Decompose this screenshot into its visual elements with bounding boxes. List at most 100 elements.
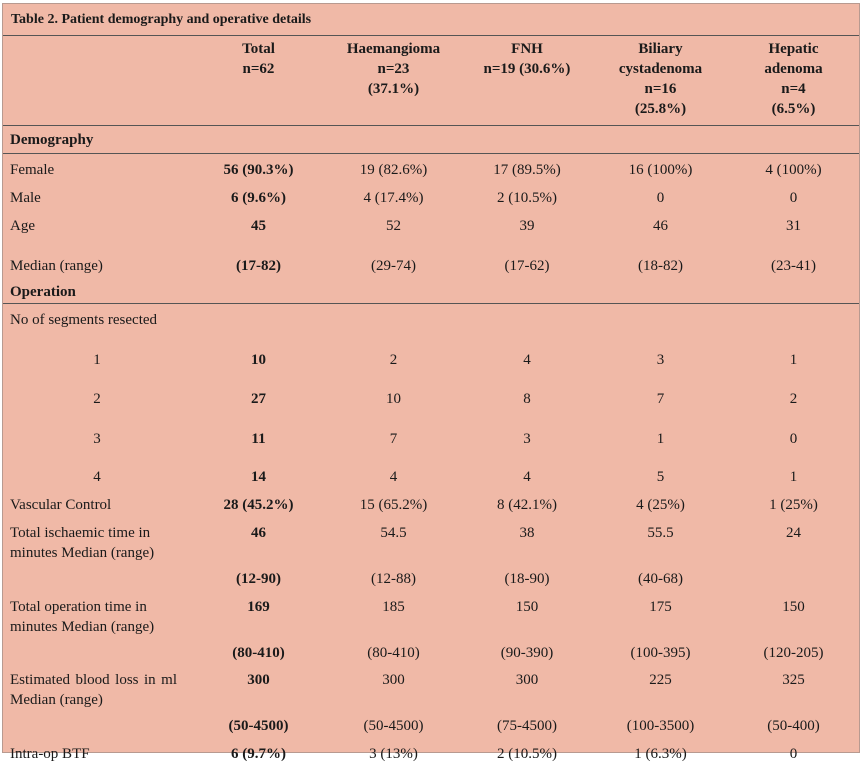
data-row: (50-4500) (50-4500) (75-4500) (100-3500) (50… xyxy=(3,710,859,738)
cell xyxy=(728,304,859,344)
section-row: Demography xyxy=(3,125,859,154)
cell: 175 xyxy=(649,598,672,615)
column-header: Haemangioma n=23 (37.1%) xyxy=(326,36,461,126)
data-row: Intra-op BTF 6 (9.7%) 3 (13%) 2 (10.5%) 1 (6… xyxy=(3,738,859,768)
cell: (18-82) xyxy=(638,257,683,274)
cell: 10 xyxy=(386,390,401,407)
cell: 185 xyxy=(382,598,405,615)
cell: 55.5 xyxy=(647,524,674,541)
cell: 169 xyxy=(247,598,270,615)
cell: 1 xyxy=(789,468,798,485)
cell: (40-68) xyxy=(638,570,683,587)
cell: 14 xyxy=(251,468,266,485)
cell: 4 (100%) xyxy=(765,162,822,178)
cell: (75-4500) xyxy=(497,717,557,734)
header-line: cystadenoma xyxy=(618,61,703,77)
cell: (23-41) xyxy=(771,257,816,274)
data-row: Estimated blood loss in ml Median (range… xyxy=(3,664,859,710)
cell xyxy=(461,304,593,344)
cell: (80-410) xyxy=(367,644,420,661)
cell xyxy=(593,304,728,344)
row-label: Estimated blood loss in ml Median (range… xyxy=(10,671,177,708)
cell: 150 xyxy=(782,598,805,615)
cell: 0 xyxy=(789,430,798,447)
row-label: 3 xyxy=(93,430,101,447)
cell: 5 xyxy=(656,468,665,485)
cell: (90-390) xyxy=(500,644,554,661)
row-label: 1 xyxy=(93,351,101,368)
header-line: Biliary xyxy=(638,41,683,57)
header-line: FNH xyxy=(511,41,543,57)
cell: 4 xyxy=(523,351,531,368)
row-label: Intra-op BTF xyxy=(10,745,90,762)
row-label: No of segments resected xyxy=(10,312,158,328)
cell: 7 xyxy=(389,430,398,447)
header-blank xyxy=(3,36,191,126)
header-line: n=16 xyxy=(644,81,677,97)
row-label: Vascular Control xyxy=(10,496,112,513)
header-line: Hepatic xyxy=(768,41,819,57)
cell: (12-88) xyxy=(371,570,416,587)
cell: 54.5 xyxy=(380,524,407,541)
row-label xyxy=(3,563,191,591)
table-document: Table 2. Patient demography and operativ… xyxy=(2,3,860,762)
cell: (100-3500) xyxy=(626,717,695,734)
header-line: n=19 (30.6%) xyxy=(483,61,571,77)
cell: 2 (10.5%) xyxy=(497,189,557,206)
cell: (80-410) xyxy=(232,644,285,661)
cell: 15 (65.2%) xyxy=(359,496,428,513)
cell: 325 xyxy=(782,671,805,688)
data-row: 2 27 10 8 7 2 xyxy=(3,383,859,423)
cell: 27 xyxy=(251,390,266,407)
cell: 3 xyxy=(656,351,665,368)
header-line: adenoma xyxy=(764,61,823,77)
cell: 0 xyxy=(656,189,665,206)
cell: 1 (6.3%) xyxy=(634,745,687,762)
row-label: Age xyxy=(10,217,35,234)
row-label: Median (range) xyxy=(10,257,103,274)
cell: 2 xyxy=(389,351,398,368)
cell: (12-90) xyxy=(236,570,281,587)
cell: (50-4500) xyxy=(228,717,289,734)
cell: 3 (13%) xyxy=(369,745,418,762)
row-label: Female xyxy=(10,162,55,178)
header-line: n=62 xyxy=(242,61,275,77)
row-label: Total ischaemic time in minutes Median (… xyxy=(10,524,155,561)
cell: 300 xyxy=(247,671,270,688)
row-label: 4 xyxy=(93,468,101,485)
header-line: n=4 xyxy=(781,81,806,97)
header-line: Total xyxy=(242,41,275,57)
cell: 300 xyxy=(382,671,405,688)
cell: (50-4500) xyxy=(363,717,424,734)
cell: 300 xyxy=(515,671,539,688)
cell: 4 (17.4%) xyxy=(363,189,424,206)
cell: 24 xyxy=(786,524,801,541)
cell: (29-74) xyxy=(371,257,416,274)
cell: 19 (82.6%) xyxy=(359,162,428,178)
header-line: Haemangioma xyxy=(346,41,441,57)
cell: 6 (9.7%) xyxy=(231,745,286,762)
cell: 0 xyxy=(789,745,798,762)
table-body: Demography Female 56 (90.3%) 19 (82.6%) 17 (… xyxy=(3,125,859,768)
cell: 1 xyxy=(656,430,665,447)
cell: 150 xyxy=(515,598,539,615)
cell: 46 xyxy=(251,524,266,541)
cell: 2 (10.5%) xyxy=(497,745,557,762)
data-row: Vascular Control 28 (45.2%) 15 (65.2%) 8 (4… xyxy=(3,489,859,517)
data-row: 3 11 7 3 1 0 xyxy=(3,423,859,461)
data-row: (80-410) (80-410) (90-390) (100-395) (120-20… xyxy=(3,637,859,664)
data-row: Total operation time in minutes Median (… xyxy=(3,591,859,637)
cell: 17 (89.5%) xyxy=(493,162,561,178)
data-row: Female 56 (90.3%) 19 (82.6%) 17 (89.5%) 16 (… xyxy=(3,154,859,182)
cell: 8 xyxy=(523,390,531,407)
cell: 45 xyxy=(251,217,266,234)
cell: 4 (25%) xyxy=(636,496,685,513)
data-row: Total ischaemic time in minutes Median (… xyxy=(3,517,859,563)
cell: 31 xyxy=(786,217,801,234)
data-row: No of segments resected xyxy=(3,304,859,344)
cell: 8 (42.1%) xyxy=(497,496,557,513)
cell: (120-205) xyxy=(763,644,824,661)
row-label: Male xyxy=(10,189,41,206)
cell: 38 xyxy=(519,524,535,541)
